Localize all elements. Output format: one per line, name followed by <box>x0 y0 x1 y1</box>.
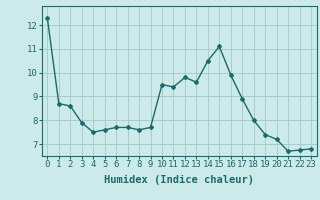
X-axis label: Humidex (Indice chaleur): Humidex (Indice chaleur) <box>104 175 254 185</box>
